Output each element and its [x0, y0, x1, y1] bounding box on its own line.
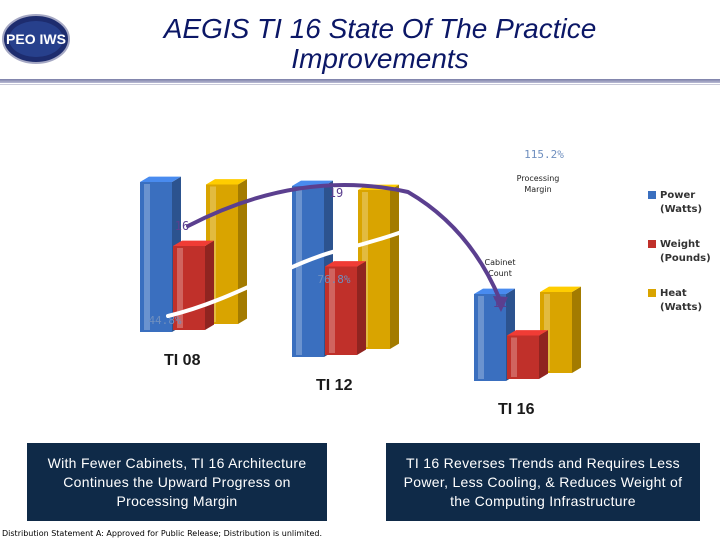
legend-label-power-watts-1: Power	[660, 190, 695, 201]
bar-ti-12-weight-pounds-highlight	[329, 268, 335, 353]
title-line-2: Improvements	[291, 43, 469, 74]
bar-ti-16-weight-pounds-top	[507, 330, 548, 336]
title-line-1: AEGIS TI 16 State Of The Practice	[163, 13, 597, 44]
legend-swatch-power-watts	[648, 191, 656, 199]
bar-ti-16-weight-pounds-side	[539, 330, 548, 379]
legend-label-weight-pounds-1: Weight	[660, 239, 700, 250]
bar-ti-08-weight-pounds-highlight	[177, 248, 183, 328]
bar-ti-08-weight-pounds-top	[173, 240, 214, 246]
legend-label-heat-watts-2: (Watts)	[660, 302, 702, 313]
bar-ti-08-weight-pounds-side	[205, 240, 214, 330]
bar-ti-12-weight-pounds-side	[357, 261, 366, 355]
category-label-ti-08: TI 08	[164, 352, 201, 369]
bar-ti-16-heat-watts-side	[572, 286, 581, 373]
bar-ti-16-power-watts-highlight	[478, 296, 484, 379]
category-label-ti-12: TI 12	[316, 377, 353, 394]
left-callout: With Fewer Cabinets, TI 16 Architecture …	[27, 443, 327, 521]
left-callout-text: With Fewer Cabinets, TI 16 Architecture …	[47, 454, 307, 509]
processing-margin-ti-16: 115.2%	[524, 148, 564, 161]
legend-swatch-heat-watts	[648, 289, 656, 297]
cabinet-count-label-line-2: Count	[488, 269, 512, 278]
title-divider-thin	[0, 84, 720, 85]
cabinet-count-label-line-1: Cabinet	[485, 258, 516, 267]
category-label-ti-16: TI 16	[498, 401, 535, 418]
processing-margin-label-line-2: Margin	[524, 185, 551, 194]
bar-ti-12-weight-pounds-face	[325, 266, 357, 355]
title-divider	[0, 79, 720, 83]
bar-ti-08-power-watts	[140, 176, 181, 332]
cabinet-count-line	[186, 183, 502, 302]
bar-ti-12-weight-pounds-top	[325, 261, 366, 267]
legend-label-power-watts-2: (Watts)	[660, 204, 702, 215]
cabinet-count-ti-08: 16	[175, 219, 189, 233]
bar-ti-08-power-watts-top	[140, 176, 181, 182]
bar-ti-08-power-watts-highlight	[144, 184, 150, 330]
bar-ti-16-weight-pounds-highlight	[511, 337, 517, 377]
legend-swatch-weight-pounds	[648, 240, 656, 248]
bar-ti-12-heat-watts-side	[390, 184, 399, 349]
cabinet-count-arrowhead	[493, 296, 508, 312]
processing-margin-ti-08: 44.8%	[148, 314, 181, 327]
legend-label-weight-pounds-2: (Pounds)	[660, 253, 711, 264]
cabinet-count-ti-12: 19	[329, 186, 343, 200]
processing-margin-line	[166, 206, 472, 318]
peo-iws-logo: PEO IWS	[2, 14, 70, 64]
bar-ti-08-heat-watts-top	[206, 179, 247, 185]
bar-ti-12-power-watts-highlight	[296, 188, 302, 355]
bar-ti-12-weight-pounds	[325, 261, 366, 355]
legend-label-heat-watts-1: Heat	[660, 288, 687, 299]
bar-ti-12-power-watts-face	[292, 186, 324, 357]
distribution-statement: Distribution Statement A: Approved for P…	[2, 529, 323, 538]
bar-ti-12-power-watts	[292, 180, 333, 357]
bar-ti-16-heat-watts-top	[540, 286, 581, 292]
bar-ti-08-weight-pounds-face	[173, 246, 205, 330]
bar-ti-08-weight-pounds	[173, 240, 214, 330]
bar-ti-16-weight-pounds	[507, 330, 548, 379]
bar-ti-16-weight-pounds-face	[507, 335, 539, 379]
processing-margin-ti-12: 76.8%	[317, 273, 350, 286]
processing-margin-label-line-1: Processing	[517, 174, 560, 183]
right-callout-text: TI 16 Reverses Trends and Requires Less …	[403, 454, 683, 509]
page-title: AEGIS TI 16 State Of The Practice Improv…	[100, 14, 660, 74]
right-callout: TI 16 Reverses Trends and Requires Less …	[386, 443, 700, 521]
bar-ti-08-power-watts-face	[140, 182, 172, 332]
logo-text: PEO IWS	[6, 31, 66, 47]
